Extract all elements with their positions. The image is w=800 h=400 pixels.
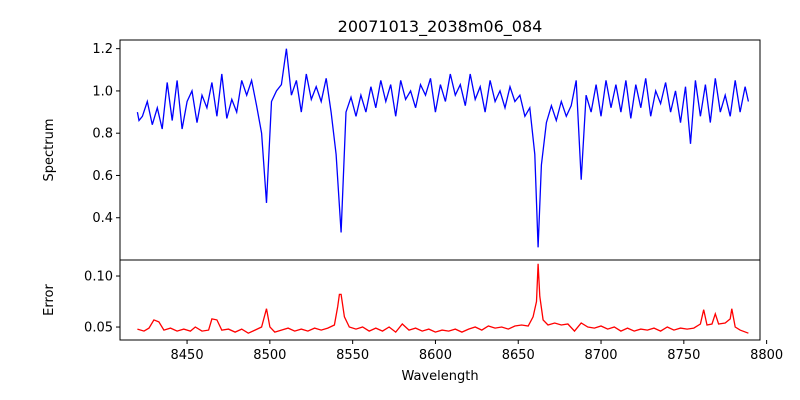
spectrum-y-label: Spectrum [42,119,57,182]
x-tick-label: 8550 [336,348,369,363]
spectrum-series-line [136,48,750,248]
spectrum-axes: 0.4 0.6 0.8 1.0 1.2 [92,39,761,261]
spectrum-axes-frame [119,39,761,261]
spectrum-y-tick-label: 0.4 [92,211,113,226]
error-axes: 0.05 0.10 8450 8500 8550 8600 8650 8700 8750 8800 [84,259,783,363]
x-tick-label: 8650 [502,348,535,363]
x-tick-label: 8750 [667,348,700,363]
error-y-tick-label: 0.10 [84,270,113,285]
error-y-label: Error [42,284,57,316]
x-tick-label: 8700 [584,348,617,363]
spectrum-y-tick-label: 1.2 [92,42,113,57]
x-tick-label: 8450 [171,348,204,363]
spectrum-y-tick-label: 1.0 [92,84,113,99]
error-y-tick-label: 0.05 [84,321,113,336]
spectrum-y-tick-label: 0.6 [92,169,113,184]
error-series-line [137,263,749,334]
x-tick-label: 8800 [750,348,783,363]
x-tick-label: 8600 [419,348,452,363]
spectrum-y-tick-label: 0.8 [92,127,113,142]
x-tick-label: 8500 [253,348,286,363]
chart-title: 20071013_2038m06_084 [338,17,543,37]
x-axis-label: Wavelength [401,369,478,384]
error-axes-frame [119,259,761,341]
